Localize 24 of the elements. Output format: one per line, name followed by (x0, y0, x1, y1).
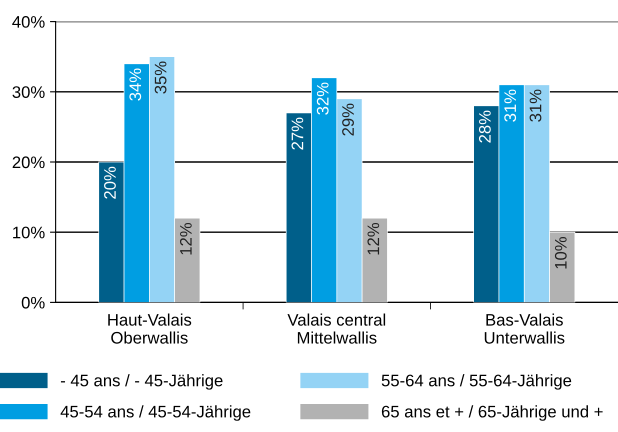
data-label: 20% (104, 166, 116, 199)
x-tick-label: Valais central Mittelwallis (287, 314, 386, 344)
y-tick-label: 40% (12, 16, 45, 28)
data-label: 31% (504, 90, 516, 122)
data-label: 12% (367, 222, 380, 254)
data-label: 27% (292, 118, 304, 150)
legend-label: 55-64 ans / 55-64-Jährige (382, 374, 572, 390)
data-label: 10% (554, 237, 567, 268)
data-label: 12% (180, 222, 192, 254)
y-tick-label: 10% (13, 226, 45, 238)
legend-label: 45-54 ans / 45-54-Jährige (60, 405, 250, 421)
y-tick-label: 20% (12, 156, 45, 168)
data-label: 35% (154, 62, 166, 94)
y-tick-label: 30% (12, 86, 45, 98)
legend-label: 65 ans et + / 65-Jährige und + (382, 405, 603, 421)
data-label: 34% (129, 68, 142, 101)
x-tick-label: Bas-Valais Unterwallis (484, 314, 564, 344)
data-label: 32% (316, 82, 329, 115)
x-tick-label: Haut-Valais Oberwallis (108, 314, 192, 344)
data-label: 28% (478, 110, 491, 143)
data-label: 29% (342, 104, 354, 136)
data-label: 31% (530, 90, 542, 122)
y-tick-label: 0% (22, 296, 45, 309)
legend-label: - 45 ans / - 45-Jährige (60, 374, 223, 390)
